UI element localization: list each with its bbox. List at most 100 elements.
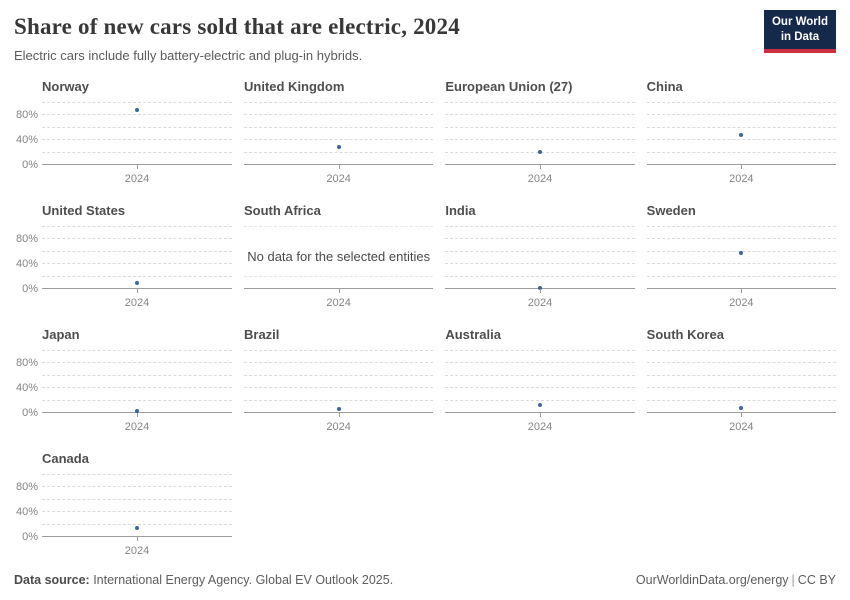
- gridline: [42, 263, 232, 265]
- x-tick-mark: [741, 413, 743, 417]
- data-point[interactable]: [135, 409, 139, 414]
- data-point[interactable]: [537, 402, 542, 407]
- gridline: [244, 275, 434, 277]
- gridline: [646, 126, 836, 128]
- facet-plot-area: [445, 102, 635, 169]
- gridline: [445, 374, 635, 376]
- x-axis-line: [244, 412, 434, 413]
- facet-title: China: [646, 79, 683, 94]
- facet-title: Sweden: [646, 203, 696, 218]
- gridline: [445, 350, 635, 351]
- gridline: [244, 399, 434, 401]
- facet-plot-area: [646, 226, 836, 293]
- y-tick-label: 80%: [15, 233, 38, 246]
- facet-title: Japan: [42, 327, 80, 342]
- x-tick-label: 2024: [124, 173, 150, 185]
- x-axis-line: [244, 164, 434, 165]
- gridline: [42, 362, 232, 364]
- gridline: [42, 226, 232, 227]
- data-point[interactable]: [135, 107, 139, 112]
- x-axis-line: [42, 164, 232, 165]
- x-tick-mark: [137, 537, 138, 541]
- y-tick-label: 40%: [15, 382, 38, 395]
- data-point[interactable]: [537, 149, 542, 154]
- gridline: [244, 350, 434, 351]
- data-point[interactable]: [739, 251, 744, 256]
- gridline: [445, 399, 635, 401]
- facet-plot-area: [445, 226, 635, 293]
- data-point[interactable]: [739, 133, 744, 138]
- gridline: [445, 275, 635, 277]
- gridline: [646, 102, 836, 103]
- x-tick-mark: [741, 165, 743, 169]
- gridline: [646, 151, 836, 153]
- gridline: [42, 387, 232, 389]
- gridline: [244, 126, 434, 128]
- facet-plot-area: [244, 350, 434, 417]
- no-data-message: No data for the selected entities: [247, 249, 431, 264]
- facet-title: Canada: [42, 451, 89, 466]
- y-tick-label: 0%: [22, 407, 38, 419]
- data-point[interactable]: [537, 285, 542, 290]
- gridline: [646, 275, 836, 277]
- facet-title: United States: [42, 203, 126, 218]
- data-point[interactable]: [135, 280, 139, 285]
- license-link[interactable]: CC BY: [797, 573, 836, 587]
- gridline: [42, 523, 232, 525]
- data-point[interactable]: [336, 406, 341, 411]
- x-axis-line: [646, 164, 836, 165]
- gridline: [244, 102, 434, 103]
- owid-logo[interactable]: Our World in Data: [763, 10, 836, 53]
- x-tick-label: 2024: [326, 421, 351, 433]
- x-tick-mark: [338, 165, 340, 169]
- facet-title: Norway: [42, 79, 89, 94]
- data-source-label: Data source:: [14, 573, 90, 587]
- facet-plot-area: No data for the selected entities: [244, 226, 434, 293]
- gridline: [646, 139, 836, 141]
- gridline: [244, 114, 434, 116]
- owid-url-link[interactable]: OurWorldinData.org/energy: [635, 573, 789, 587]
- facet-plot-area: 0% 40% 80%: [16, 474, 232, 543]
- gridline: [646, 114, 836, 116]
- facet-panel: United States 0% 40% 80% 2024: [14, 203, 232, 311]
- x-tick-mark: [137, 413, 138, 417]
- data-point[interactable]: [739, 406, 744, 411]
- x-tick-label: 2024: [729, 297, 754, 309]
- gridline: [646, 362, 836, 364]
- x-tick-label: 2024: [729, 173, 754, 185]
- x-axis-line: [42, 536, 232, 537]
- gridline: [42, 102, 232, 103]
- x-tick-mark: [539, 289, 541, 293]
- x-tick-label: 2024: [527, 421, 553, 433]
- gridline: [646, 226, 836, 227]
- gridline: [42, 126, 232, 128]
- gridline: [244, 151, 434, 153]
- facet-panel: South Korea 2024: [646, 327, 836, 435]
- gridline: [646, 399, 836, 401]
- facet-plot-area: [445, 350, 635, 417]
- gridline: [42, 139, 232, 141]
- gridline: [445, 102, 635, 103]
- x-tick-label: 2024: [326, 297, 351, 309]
- facet-grid: Norway 0% 40% 80% 2024 United Kingdom 2024 Euro…: [14, 79, 836, 559]
- gridline: [244, 374, 434, 376]
- facet-panel: Australia 2024: [445, 327, 635, 435]
- x-tick-label: 2024: [124, 421, 150, 433]
- facet-plot-area: 0% 40% 80%: [16, 102, 232, 171]
- gridline: [42, 350, 232, 351]
- chart-footer: Data source: International Energy Agency…: [14, 573, 836, 587]
- gridline: [42, 151, 232, 153]
- facet-title: India: [445, 203, 476, 218]
- x-tick-label: 2024: [527, 297, 553, 309]
- gridline: [42, 399, 232, 401]
- chart-header: Share of new cars sold that are electric…: [14, 10, 836, 63]
- y-tick-label: 40%: [15, 258, 38, 271]
- data-point[interactable]: [336, 145, 341, 150]
- x-tick-mark: [137, 165, 138, 169]
- x-tick-mark: [539, 165, 541, 169]
- facet-panel: South Africa No data for the selected ent…: [244, 203, 434, 311]
- data-point[interactable]: [135, 525, 139, 530]
- facet-panel: Sweden 2024: [646, 203, 836, 311]
- facet-panel: Brazil 2024: [244, 327, 434, 435]
